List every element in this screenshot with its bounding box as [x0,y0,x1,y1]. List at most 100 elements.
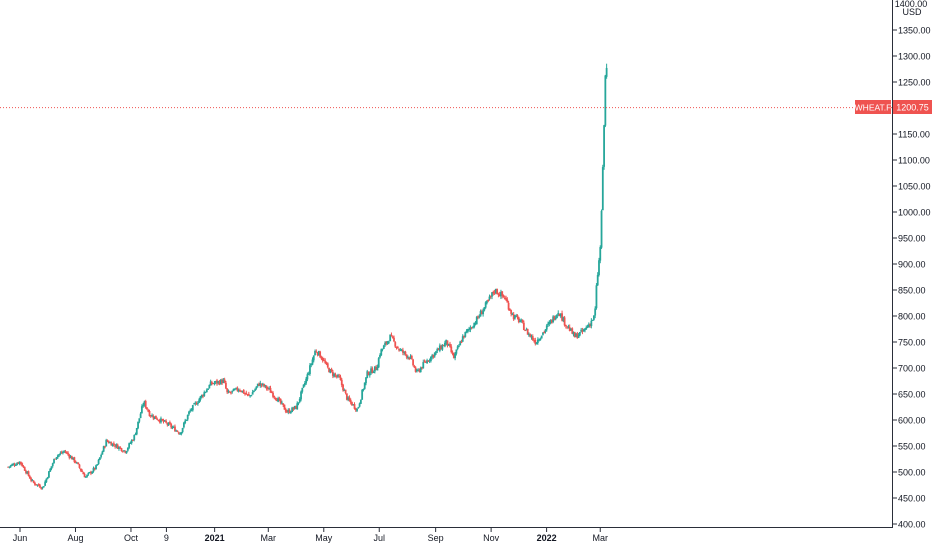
price-bar [412,359,414,366]
price-bar [232,388,235,392]
price-bar [558,313,561,316]
price-bar [70,456,73,460]
price-bar [475,316,478,325]
price-bar [538,339,541,341]
price-bar [585,327,588,330]
price-bar [590,320,593,327]
price-bar [31,480,34,482]
price-bar [296,403,299,410]
price-bar [353,404,356,409]
price-bar [445,339,448,344]
price-bar [189,410,192,412]
price-bar [119,447,122,449]
price-bar [577,335,580,338]
price-tick-label: 800.00 [898,312,926,322]
price-bar [451,352,454,354]
price-bar [473,322,476,328]
price-bar [21,463,24,467]
price-axis[interactable]: 400.00 450.00 500.00 550.00 600.00 650.00 700.… [893,26,931,530]
price-bar [524,330,527,332]
price-bar [95,465,97,470]
price-bar [487,299,490,301]
price-bar [104,446,106,448]
price-bar [517,317,520,323]
price-bar [251,392,254,395]
price-bar [526,329,529,335]
price-bar [516,315,519,318]
price-bar [69,456,72,459]
price-bar [60,452,63,454]
price-bar [28,476,31,479]
price-bar [59,452,62,455]
price-bar [177,432,180,434]
price-bar [424,361,427,363]
time-tick-label: Sep [428,533,444,543]
price-bar [240,391,243,393]
price-bar [321,358,324,361]
price-bar [463,335,465,338]
price-bar [151,415,153,417]
time-axis[interactable]: Jun Aug Oct 9 2021 Mar May Jul Sep Nov 2022 Mar [13,528,608,543]
price-bar [190,409,193,411]
price-bar [512,314,515,320]
price-tick-label: 1050.00 [898,182,931,192]
price-bar [433,352,436,357]
price-bar [179,433,181,435]
price-bar [175,430,178,432]
price-bar [356,408,358,411]
price-bar [97,459,100,464]
symbol-label-text: WHEAT.F [855,103,892,113]
time-tick-label: Jun [13,533,28,543]
time-tick-label: Jul [373,533,385,543]
price-bar [511,313,514,315]
price-bar [74,461,77,463]
price-bar [568,327,571,331]
price-bar [20,461,22,464]
price-bar [418,369,421,372]
price-bar [134,434,137,436]
price-bar [536,339,539,343]
price-bar [362,389,365,391]
price-bar [548,322,551,325]
price-tick-label: 1100.00 [898,156,930,166]
time-tick-label: 2022 [537,533,557,543]
price-bar [157,419,160,421]
price-tick-label: 850.00 [898,286,926,296]
price-bar [384,342,386,346]
price-bar [373,366,376,372]
price-bar [309,365,311,375]
price-bar [480,311,483,315]
price-bar [63,451,66,453]
price-bar [591,319,594,321]
price-bar [77,462,80,465]
price-bar [401,349,404,353]
price-bar [482,310,485,315]
price-bar [534,340,537,345]
price-bar [371,368,374,374]
price-bar [223,379,226,383]
price-bar [359,399,362,404]
price-bar [208,384,211,389]
price-bar [298,398,301,402]
price-bar [352,404,355,406]
price-bar [409,356,412,359]
price-bar [270,392,273,394]
price-bar [256,383,259,387]
price-bar [438,345,441,351]
price-bar [106,440,109,442]
price-bar [144,401,147,408]
price-bar [44,481,47,486]
price-bar [306,374,309,380]
price-bar [395,347,398,349]
price-bar [156,418,159,420]
price-bar [589,324,591,326]
price-bar [311,359,314,365]
price-bar [571,328,574,334]
price-bar [559,313,562,317]
price-bar [14,465,17,467]
price-bar [549,320,552,323]
price-bar [484,302,487,308]
price-bar [226,388,229,393]
